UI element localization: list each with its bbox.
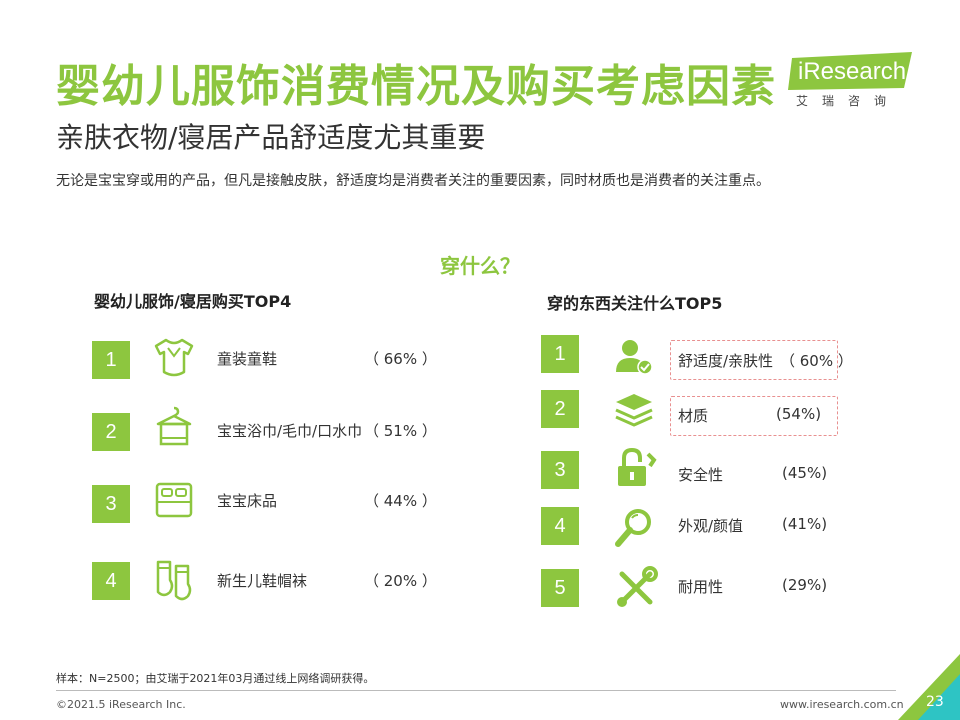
item-label: 舒适度/亲肤性 <box>678 352 774 370</box>
logo-shape-icon <box>788 52 912 90</box>
rank-badge: 2 <box>541 390 579 428</box>
logo-text: iResearch <box>798 58 907 85</box>
list-item: 1 <box>541 335 579 373</box>
sample-note: 样本：N=2500；由艾瑞于2021年03月通过线上网络调研获得。 <box>56 672 375 685</box>
rank-badge: 2 <box>92 413 130 451</box>
list-item: 3 <box>92 485 130 523</box>
left-section-title: 婴幼儿服饰/寝居购买TOP4 <box>94 292 292 311</box>
item-percent: （ 44% ） <box>364 492 437 510</box>
highlight-box <box>670 396 838 436</box>
item-percent: （ 20% ） <box>364 572 437 590</box>
website-link[interactable]: www.iresearch.com.cn <box>780 698 904 711</box>
page-subtitle: 亲肤衣物/寝居产品舒适度尤其重要 <box>56 121 486 154</box>
highlight-box <box>670 340 838 380</box>
logo-subtext: 艾瑞咨询 <box>796 94 901 108</box>
copyright-text: ©2021.5 iResearch Inc. <box>56 698 186 711</box>
item-label: 宝宝浴巾/毛巾/口水巾 <box>217 422 363 440</box>
rank-badge: 4 <box>92 562 130 600</box>
rank-badge: 1 <box>541 335 579 373</box>
rank-badge: 3 <box>92 485 130 523</box>
item-percent: （ 51% ） <box>364 422 437 440</box>
towel-hanger-icon <box>156 406 192 446</box>
baby-bodysuit-icon <box>154 338 194 377</box>
item-percent: (54%) <box>776 405 822 423</box>
baby-socks-icon <box>156 560 192 601</box>
list-item: 4 <box>92 562 130 600</box>
right-section-title: 穿的东西关注什么TOP5 <box>547 294 723 313</box>
item-label: 安全性 <box>678 466 724 484</box>
section-question: 穿什么？ <box>440 254 520 278</box>
iresearch-logo: iResearch 艾瑞咨询 <box>788 52 918 112</box>
item-label: 新生儿鞋帽袜 <box>217 572 308 590</box>
user-check-icon <box>616 340 653 375</box>
layers-icon <box>615 394 653 427</box>
item-label: 材质 <box>678 407 709 425</box>
item-percent: （ 66% ） <box>364 350 437 368</box>
corner-decoration-icon <box>898 654 960 720</box>
tools-icon <box>617 566 658 607</box>
item-percent: （ 60% ） <box>780 352 853 370</box>
rank-badge: 1 <box>92 341 130 379</box>
magnifier-icon <box>615 509 651 547</box>
lock-icon <box>618 447 657 486</box>
list-item: 2 <box>541 390 579 428</box>
bed-icon <box>155 482 193 518</box>
list-item: 1 <box>92 341 130 379</box>
page-title: 婴幼儿服饰消费情况及购买考虑因素 <box>56 61 776 112</box>
page-description: 无论是宝宝穿或用的产品，但凡是接触皮肤，舒适度均是消费者关注的重要因素，同时材质… <box>56 173 770 189</box>
item-label: 童装童鞋 <box>217 350 278 368</box>
list-item: 4 <box>541 507 579 545</box>
item-percent: (41%) <box>782 515 828 533</box>
list-item: 5 <box>541 569 579 607</box>
item-percent: (45%) <box>782 464 828 482</box>
footer-divider <box>56 690 896 691</box>
rank-badge: 4 <box>541 507 579 545</box>
item-percent: (29%) <box>782 576 828 594</box>
rank-badge: 3 <box>541 451 579 489</box>
item-label: 耐用性 <box>678 578 724 596</box>
page-number: 23 <box>926 694 944 710</box>
item-label: 宝宝床品 <box>217 492 278 510</box>
list-item: 2 <box>92 413 130 451</box>
item-label: 外观/颜值 <box>678 517 744 535</box>
list-item: 3 <box>541 451 579 489</box>
rank-badge: 5 <box>541 569 579 607</box>
